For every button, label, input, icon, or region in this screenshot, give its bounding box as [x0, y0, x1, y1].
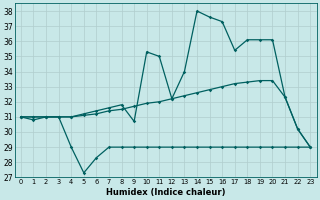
X-axis label: Humidex (Indice chaleur): Humidex (Indice chaleur): [106, 188, 225, 197]
